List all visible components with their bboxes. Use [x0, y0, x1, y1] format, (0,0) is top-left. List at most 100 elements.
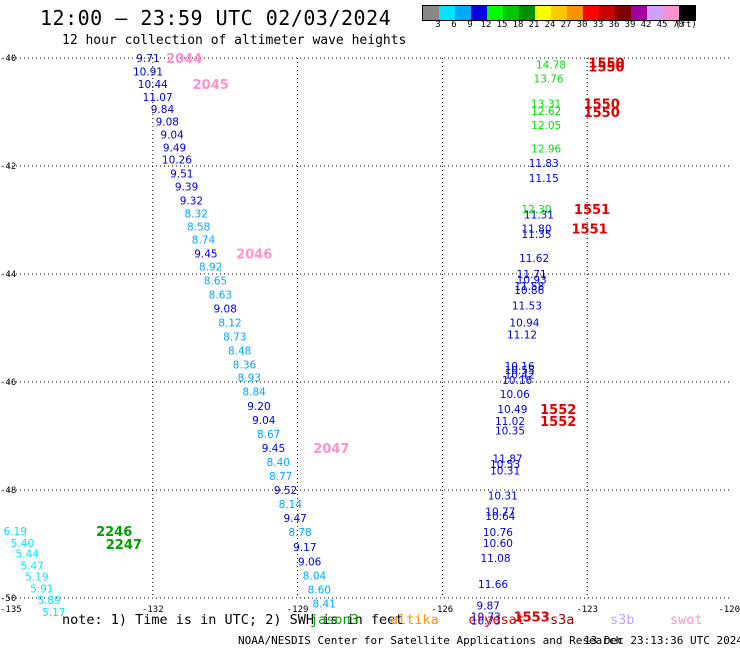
colorbar-swatch: [679, 6, 695, 20]
wave-height-label: 12.05: [531, 120, 561, 132]
wave-height-label: 10.73: [471, 616, 501, 628]
wave-height-label: 14.78: [536, 59, 566, 71]
wave-height-label: 12.62: [531, 106, 561, 118]
wave-height-label: 8.12: [218, 318, 241, 330]
colorbar-label: 18: [512, 20, 524, 30]
satellite-label-altika: altika: [390, 612, 439, 628]
pass-number-label: 2047: [313, 442, 349, 457]
colorbar-label: 27: [560, 20, 572, 30]
wave-height-label: 12.96: [531, 144, 561, 156]
colorbar-swatch: [503, 6, 519, 20]
wave-height-label: 9.04: [160, 130, 184, 142]
wave-height-label: 11.80: [521, 224, 551, 236]
colorbar-label: 15: [496, 20, 508, 30]
pass-number-label: 2046: [236, 247, 272, 262]
pass-number-label: 1550: [588, 61, 624, 76]
wave-height-label: 10.35: [495, 426, 525, 438]
wave-height-label: 9.49: [163, 143, 186, 155]
wave-height-label: 11.83: [529, 158, 559, 170]
wave-height-label: 11.53: [512, 300, 542, 312]
colorbar-label: 24: [544, 20, 556, 30]
colorbar-label: 9: [467, 20, 473, 30]
colorbar-swatch: [455, 6, 471, 20]
page-title: 12:00 — 23:59 UTC 02/03/2024: [40, 6, 392, 30]
wave-height-label: 11.02: [495, 416, 525, 428]
pass-number-label: 1550: [584, 106, 620, 121]
wave-height-label: 5.44: [16, 549, 40, 561]
wave-height-label: 8.60: [308, 584, 331, 596]
lon-label: -129: [287, 605, 309, 615]
wave-height-label: 9.87: [477, 601, 500, 613]
wave-height-label: 10.60: [483, 538, 513, 550]
wave-height-label: 8.32: [185, 209, 208, 221]
colorbar-label: 45: [656, 20, 668, 30]
colorbar: [422, 5, 696, 21]
wave-height-label: 11.35: [521, 229, 551, 241]
wave-height-label: 10.16: [502, 375, 532, 387]
wave-height-label: 5.89: [37, 595, 60, 607]
wave-height-label: 10.44: [138, 79, 168, 91]
pass-number-label: 1550: [588, 56, 624, 71]
pass-number-label: 1551: [574, 203, 610, 218]
wave-height-label: 8.74: [192, 234, 216, 246]
colorbar-swatch: [631, 6, 647, 20]
wave-height-label: 9.04: [252, 415, 276, 427]
wave-height-label: 8.67: [257, 429, 280, 441]
wave-height-label: 10.94: [509, 318, 539, 330]
lon-label: -132: [142, 605, 164, 615]
pass-number-label: 2045: [193, 78, 229, 93]
wave-height-label: 9.20: [247, 401, 270, 413]
wave-height-label: 10.76: [483, 527, 513, 539]
wave-height-label: 10.31: [490, 466, 520, 478]
wave-height-label: 9.17: [293, 542, 316, 554]
pass-number-label: 2044: [166, 52, 202, 67]
lon-label: -123: [576, 605, 598, 615]
colorbar-swatch: [647, 6, 663, 20]
credits: NOAA/NESDIS Center for Satellite Applica…: [238, 634, 623, 647]
lat-label: -50: [0, 594, 16, 604]
wave-height-label: 11.15: [529, 173, 559, 185]
lon-label: -120: [718, 605, 740, 615]
satellite-label-s3a: s3a: [550, 612, 575, 628]
wave-height-label: 10.93: [517, 274, 547, 286]
pass-number-label: 1552: [540, 415, 576, 430]
wave-height-label: 9.71: [136, 53, 159, 65]
wave-height-label: 9.32: [180, 196, 203, 208]
wave-height-label: 13.31: [531, 98, 561, 110]
wave-height-label: 10.16: [505, 361, 535, 373]
pass-number-label: 1551: [572, 223, 608, 238]
wave-height-label: 5.47: [20, 561, 43, 573]
colorbar-label: 6: [451, 20, 457, 30]
pass-number-label: 1552: [540, 403, 576, 418]
colorbar-swatch: [599, 6, 615, 20]
wave-height-label: 8.65: [204, 275, 227, 287]
wave-height-label: 8.78: [288, 527, 311, 539]
page-subtitle: 12 hour collection of altimeter wave hei…: [62, 33, 407, 48]
colorbar-label: 30: [576, 20, 588, 30]
wave-height-label: 11.31: [524, 210, 554, 222]
wave-height-label: 10.86: [514, 285, 544, 297]
timestamp: 13 Dec 23:13:36 UTC 2024: [584, 634, 740, 647]
pass-number-label: 2246: [96, 525, 132, 540]
colorbar-swatch: [487, 6, 503, 20]
wave-height-label: 9.39: [175, 182, 198, 194]
colorbar-label: 33: [592, 20, 604, 30]
satellite-label-swot: swot: [670, 612, 703, 628]
colorbar-label: 3: [435, 20, 441, 30]
pass-number-label: 2247: [106, 538, 142, 553]
colorbar-label: 70: [672, 20, 684, 30]
wave-height-label: 10.06: [500, 389, 530, 401]
colorbar-swatch: [567, 6, 583, 20]
wave-height-label: 8.58: [187, 221, 210, 233]
wave-height-label: 8.73: [223, 332, 246, 344]
colorbar-swatch: [423, 6, 439, 20]
lat-label: -48: [0, 486, 16, 496]
wave-height-label: 10.77: [485, 507, 515, 519]
wave-height-label: 8.93: [238, 373, 261, 385]
wave-height-label: 8.14: [279, 499, 303, 511]
lat-label: -46: [0, 378, 16, 388]
colorbar-swatch: [663, 6, 679, 20]
wave-height-label: 9.08: [156, 117, 179, 129]
wave-height-label: 10.55: [505, 365, 535, 377]
